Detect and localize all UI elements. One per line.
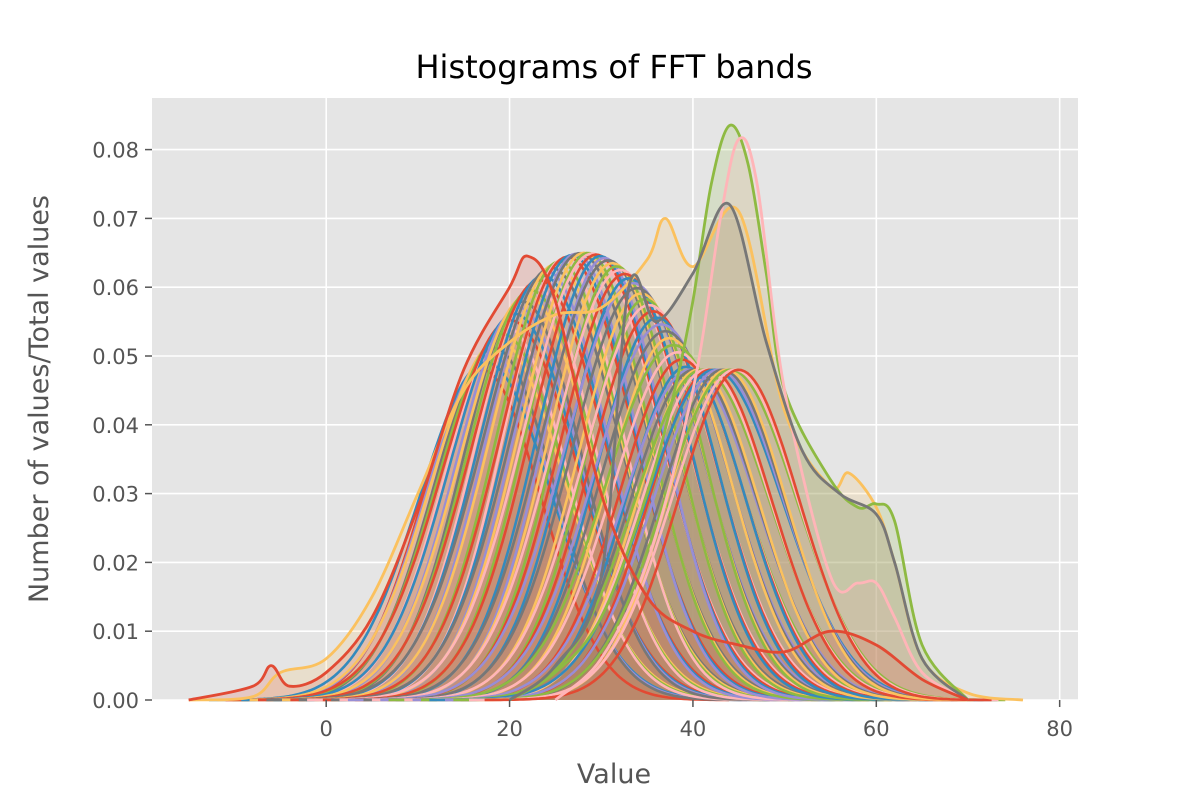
x-tick-label: 0 [320, 717, 333, 741]
y-tick-label: 0.02 [92, 551, 139, 575]
y-tick-label: 0.00 [92, 689, 139, 713]
band-fill [484, 369, 992, 700]
x-tick-label: 40 [680, 717, 707, 741]
band-fill [435, 366, 933, 700]
y-tick-label: 0.01 [92, 620, 139, 644]
band-fill [394, 299, 893, 700]
band-fill [428, 369, 958, 700]
band-fill [307, 253, 876, 700]
band-fill [436, 369, 973, 700]
band-fill [248, 327, 762, 700]
series-line [508, 123, 970, 702]
chart-title: Histograms of FFT bands [415, 48, 812, 86]
band-fill [404, 352, 950, 700]
band-fill [452, 369, 966, 700]
x-tick-label: 20 [496, 717, 523, 741]
y-tick-label: 0.04 [92, 414, 139, 438]
y-tick-label: 0.07 [92, 207, 139, 231]
band-fill [225, 320, 794, 700]
y-tick-label: 0.06 [92, 276, 139, 300]
band-fill [321, 253, 829, 700]
band-fill [306, 255, 836, 700]
band-fill [395, 331, 932, 700]
band-fill [445, 369, 991, 700]
band-fill [460, 369, 984, 700]
y-tick-label: 0.08 [92, 139, 139, 163]
band-fill [469, 369, 999, 700]
series-line [554, 136, 969, 702]
band-curve [307, 252, 876, 702]
y-axis-ticks: 0.00 0.01 0.02 0.03 0.04 0.05 0.06 0.07 0.08 [92, 139, 152, 713]
band-fill [313, 258, 811, 700]
band-fill [355, 274, 892, 700]
y-tick-label: 0.03 [92, 483, 139, 507]
band-fill [241, 313, 787, 700]
band-fill [224, 355, 754, 700]
x-tick-label: 80 [1046, 717, 1073, 741]
band-curve [331, 259, 884, 702]
series-line [508, 201, 969, 702]
series-line [188, 254, 969, 702]
band-fill [453, 369, 1006, 700]
x-axis-ticks: 0 20 40 60 80 [320, 700, 1073, 741]
band-fill [411, 338, 925, 700]
band-fill [379, 293, 903, 700]
band-curve [484, 368, 992, 702]
y-tick-label: 0.05 [92, 345, 139, 369]
y-axis-label: Number of values/Total values [24, 195, 55, 603]
band-curves [188, 123, 1024, 702]
band-curve [363, 286, 909, 702]
band-fill [443, 369, 951, 700]
band-fill [419, 359, 943, 700]
x-axis-label: Value [577, 759, 651, 790]
band-fill [256, 307, 780, 700]
x-tick-label: 60 [863, 717, 890, 741]
